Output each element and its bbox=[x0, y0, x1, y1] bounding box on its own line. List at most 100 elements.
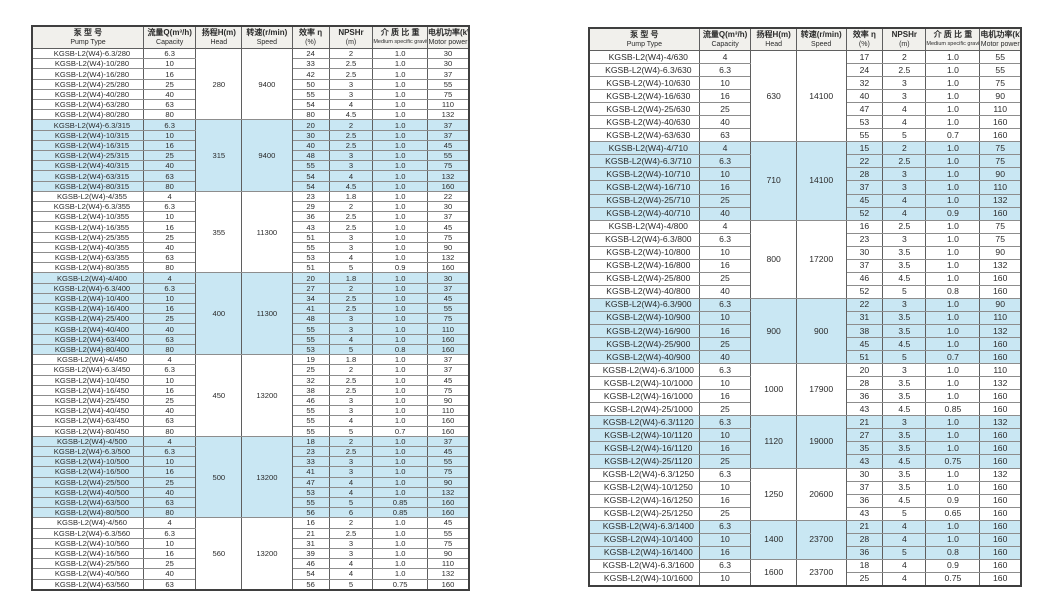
npshr-cell: 2 bbox=[328, 47, 374, 60]
efficiency-cell: 36 bbox=[845, 545, 884, 560]
npshr-cell: 4.5 bbox=[882, 337, 927, 352]
efficiency-cell: 27 bbox=[845, 428, 884, 443]
specific-gravity-cell: 1.0 bbox=[372, 88, 428, 101]
npshr-cell: 4 bbox=[328, 99, 374, 111]
npshr-cell: 3.5 bbox=[882, 376, 927, 391]
pump-type-cell: KGSB-L2(W4)-6.3/1600 bbox=[588, 558, 700, 573]
specific-gravity-cell: 1.0 bbox=[925, 258, 981, 273]
table-row: KGSB-L2(W4)-6.3/1600 6.3 1600 23700 18 4 0.9 16… bbox=[588, 558, 1022, 587]
efficiency-cell: 25 bbox=[845, 571, 884, 587]
efficiency-cell: 28 bbox=[845, 167, 884, 182]
npshr-cell: 3 bbox=[328, 78, 374, 90]
efficiency-cell: 18 bbox=[845, 558, 884, 573]
capacity-cell: 4 bbox=[142, 517, 197, 529]
table-row: KGSB-L2(W4)-4/500 4 500 13200 18 2 1.0 37 bbox=[31, 435, 470, 519]
motor-power-cell: 75 bbox=[426, 384, 470, 396]
efficiency-cell: 21 bbox=[291, 527, 330, 539]
motor-power-cell: 160 bbox=[979, 454, 1022, 469]
capacity-cell: 25 bbox=[698, 402, 752, 417]
pump-type-cell: KGSB-L2(W4)-6.3/355 bbox=[31, 201, 144, 213]
pump-type-cell: KGSB-L2(W4)-80/450 bbox=[31, 425, 144, 437]
npshr-cell: 3.5 bbox=[882, 245, 927, 260]
table-row: KGSB-L2(W4)-25/400 25 48 3 1.0 75 bbox=[31, 313, 470, 325]
capacity-cell: 80 bbox=[142, 262, 197, 274]
pump-type-cell: KGSB-L2(W4)-16/630 bbox=[588, 89, 700, 104]
efficiency-cell: 21 bbox=[845, 415, 884, 430]
efficiency-cell: 43 bbox=[845, 402, 884, 417]
capacity-cell: 16 bbox=[142, 68, 197, 80]
capacity-cell: 16 bbox=[698, 323, 752, 339]
column-header-zh: 介 质 比 重 bbox=[933, 30, 973, 39]
specific-gravity-cell: 0.75 bbox=[372, 578, 428, 591]
table-row: KGSB-L2(W4)-40/315 40 55 3 1.0 75 bbox=[31, 160, 470, 172]
npshr-cell: 5 bbox=[328, 496, 374, 509]
pump-type-cell: KGSB-L2(W4)-10/710 bbox=[588, 167, 700, 182]
capacity-cell: 63 bbox=[142, 252, 197, 264]
npshr-cell: 4 bbox=[882, 558, 927, 573]
pump-type-cell: KGSB-L2(W4)-80/355 bbox=[31, 262, 144, 274]
pump-type-cell: KGSB-L2(W4)-16/1400 bbox=[588, 545, 700, 560]
efficiency-cell: 36 bbox=[845, 493, 884, 508]
motor-power-cell: 45 bbox=[426, 445, 470, 458]
npshr-cell: 2 bbox=[328, 201, 374, 213]
table-row: KGSB-L2(W4)-4/560 4 560 13200 16 2 1.0 45 bbox=[31, 517, 470, 591]
capacity-cell: 40 bbox=[698, 284, 752, 299]
npshr-cell: 3 bbox=[882, 232, 927, 247]
capacity-cell: 6.3 bbox=[698, 63, 752, 78]
npshr-cell: 4 bbox=[328, 486, 374, 498]
capacity-cell: 10 bbox=[142, 374, 197, 386]
efficiency-cell: 23 bbox=[291, 190, 330, 203]
capacity-cell: 63 bbox=[142, 99, 197, 111]
column-header-en: Pump Type bbox=[70, 39, 106, 46]
motor-power-cell: 75 bbox=[426, 231, 470, 243]
npshr-cell: 3 bbox=[328, 241, 374, 254]
pump-type-cell: KGSB-L2(W4)-16/315 bbox=[31, 139, 144, 152]
efficiency-cell: 16 bbox=[845, 219, 884, 234]
npshr-cell: 3 bbox=[882, 297, 927, 312]
capacity-cell: 40 bbox=[698, 206, 752, 221]
efficiency-cell: 48 bbox=[291, 150, 330, 162]
specific-gravity-cell: 1.0 bbox=[372, 537, 428, 549]
pump-type-cell: KGSB-L2(W4)-40/630 bbox=[588, 115, 700, 130]
npshr-cell: 5 bbox=[882, 350, 927, 365]
motor-power-cell: 75 bbox=[426, 313, 470, 325]
pump-type-cell: KGSB-L2(W4)-6.3/315 bbox=[31, 119, 144, 131]
table-row: KGSB-L2(W4)-10/1600 10 25 4 0.75 160 bbox=[588, 571, 1022, 587]
table-row: KGSB-L2(W4)-16/1120 16 35 3.5 1.0 160 bbox=[588, 441, 1022, 456]
pump-type-cell: KGSB-L2(W4)-16/400 bbox=[31, 303, 144, 315]
column-header-zh: 介 质 比 重 bbox=[380, 28, 420, 37]
motor-power-cell: 160 bbox=[979, 480, 1022, 495]
motor-power-cell: 160 bbox=[426, 578, 470, 591]
column-header-en: Motor power bbox=[980, 41, 1020, 48]
efficiency-cell: 55 bbox=[291, 241, 330, 254]
column-header-zh: 扬程H(m) bbox=[756, 30, 791, 39]
pump-type-cell: KGSB-L2(W4)-4/710 bbox=[588, 141, 700, 156]
pump-type-cell: KGSB-L2(W4)-25/400 bbox=[31, 313, 144, 325]
head-cell: 450 bbox=[195, 354, 243, 437]
efficiency-cell: 45 bbox=[845, 193, 884, 208]
efficiency-cell: 29 bbox=[291, 201, 330, 213]
efficiency-cell: 33 bbox=[291, 456, 330, 468]
npshr-cell: 2.5 bbox=[328, 292, 374, 305]
motor-power-cell: 160 bbox=[426, 496, 470, 509]
specific-gravity-cell: 1.0 bbox=[925, 141, 981, 156]
column-header-zh: 流量Q(m³/h) bbox=[702, 30, 748, 39]
npshr-cell: 2.5 bbox=[328, 139, 374, 152]
specific-gravity-cell: 1.0 bbox=[372, 292, 428, 305]
pump-type-cell: KGSB-L2(W4)-16/900 bbox=[588, 323, 700, 339]
table-row: KGSB-L2(W4)-10/315 10 30 2.5 1.0 37 bbox=[31, 129, 470, 141]
column-header-zh: NPSHr bbox=[338, 28, 364, 37]
npshr-cell: 5 bbox=[882, 545, 927, 560]
motor-power-cell: 90 bbox=[426, 241, 470, 254]
capacity-cell: 6.3 bbox=[698, 415, 752, 430]
pump-type-cell: KGSB-L2(W4)-4/355 bbox=[31, 190, 144, 203]
specific-gravity-cell: 1.0 bbox=[372, 78, 428, 90]
column-header-zh: NPSHr bbox=[891, 30, 917, 39]
motor-power-cell: 132 bbox=[426, 170, 470, 182]
table-row: KGSB-L2(W4)-25/1000 25 43 4.5 0.85 160 bbox=[588, 402, 1022, 417]
motor-power-cell: 55 bbox=[426, 303, 470, 315]
efficiency-cell: 23 bbox=[845, 232, 884, 247]
efficiency-cell: 38 bbox=[845, 323, 884, 339]
specific-gravity-cell: 1.0 bbox=[372, 282, 428, 294]
table-row: KGSB-L2(W4)-6.3/1400 6.3 1400 23700 21 4 1.0 16… bbox=[588, 519, 1022, 560]
